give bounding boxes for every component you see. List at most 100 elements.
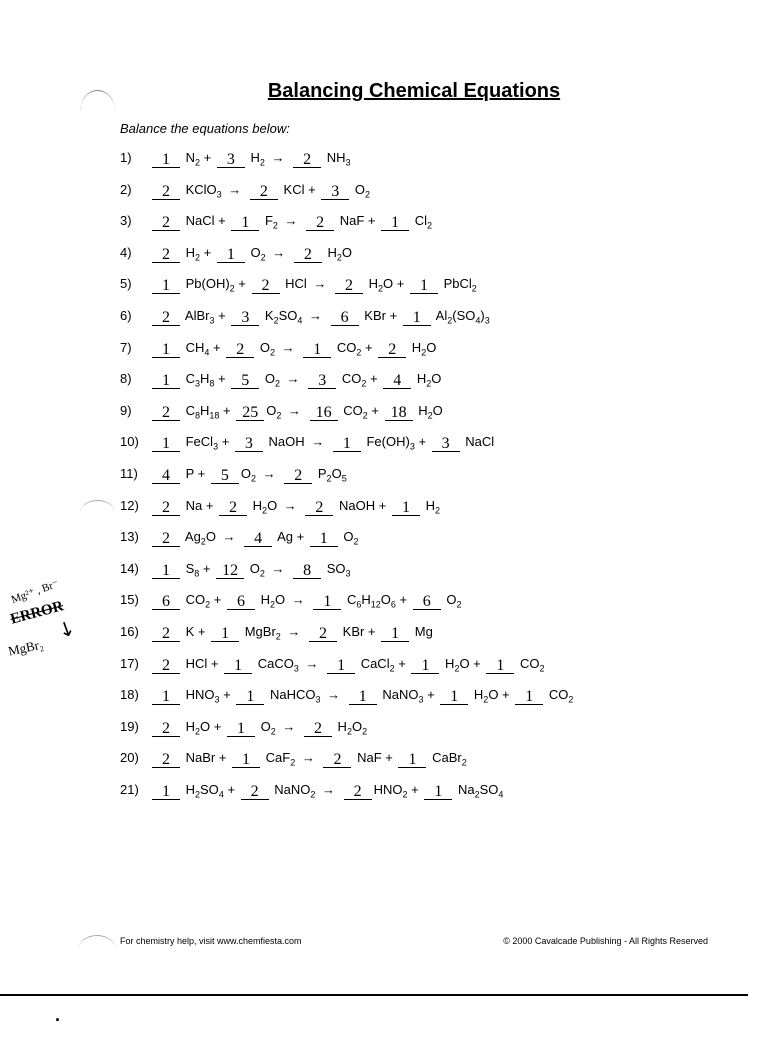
formula-text: NaF + (353, 750, 396, 765)
coefficient-blank: 1 (152, 374, 180, 389)
formula-text: CO2 (338, 371, 366, 386)
formula-text: + (415, 434, 430, 449)
formula-text: + (214, 371, 229, 386)
formula-text: H2 (249, 498, 267, 513)
coefficient-blank: 2 (306, 216, 334, 231)
reaction-arrow: → (268, 561, 288, 576)
formula-text: O6 (381, 592, 396, 607)
formula-text: + (214, 308, 229, 323)
equation-number: 19) (120, 719, 150, 734)
formula-text: Ag + (274, 529, 308, 544)
formula-text: CaCO3 (254, 656, 299, 671)
equation-number: 2) (120, 182, 150, 197)
formula-text: NaOH (265, 434, 308, 449)
formula-text: H2 (365, 276, 383, 291)
worksheet-page: Balancing Chemical Equations Balance the… (0, 0, 768, 853)
equation-line: 5)1 Pb(OH)2 + 2 HCl → 2 H2O + 1 PbCl2 (120, 276, 708, 294)
formula-text: O2 (351, 182, 370, 197)
coefficient-blank: 1 (424, 785, 452, 800)
formula-text: SO3 (323, 561, 350, 576)
reaction-arrow: → (225, 182, 245, 197)
coefficient-blank: 2 (152, 722, 180, 737)
equation-body: 2 NaCl + 1 F2 → 2 NaF + 1 Cl2 (150, 213, 432, 231)
formula-text: KCl + (280, 182, 319, 197)
equation-body: 2 KClO3 → 2 KCl + 3 O2 (150, 182, 370, 200)
formula-text: + (218, 434, 233, 449)
equation-line: 8)1 C3H8 + 5 O2 → 3 CO2 + 4 H2O (120, 371, 708, 389)
formula-text: KBr + (361, 308, 401, 323)
equation-body: 6 CO2 + 6 H2O → 1 C6H12O6 + 6 O2 (150, 592, 461, 610)
formula-text: + (200, 245, 215, 260)
formula-text: K2 (261, 308, 278, 323)
formula-text: C6 (343, 592, 361, 607)
coefficient-blank: 2 (152, 659, 180, 674)
equation-number: 10) (120, 434, 150, 449)
formula-text: + (219, 403, 234, 418)
coefficient-blank: 1 (515, 690, 543, 705)
formula-text: C8 (182, 403, 200, 418)
coefficient-blank: 2 (152, 248, 180, 263)
formula-text: NaNO2 (271, 782, 316, 797)
coefficient-blank: 2 (293, 153, 321, 168)
equation-body: 1 FeCl3 + 3 NaOH → 1 Fe(OH)3 + 3 NaCl (150, 434, 494, 452)
equation-line: 7)1 CH4 + 2 O2 → 1 CO2 + 2 H2O (120, 340, 708, 358)
coefficient-blank: 2 (152, 406, 180, 421)
formula-text: H2 (415, 403, 433, 418)
equation-line: 10)1 FeCl3 + 3 NaOH → 1 Fe(OH)3 + 3 NaCl (120, 434, 708, 452)
coefficient-blank: 4 (244, 532, 272, 547)
coefficient-blank: 1 (392, 501, 420, 516)
formula-text: + (408, 782, 423, 797)
coefficient-blank: 1 (152, 690, 180, 705)
formula-text: CO2 (340, 403, 368, 418)
equation-number: 6) (120, 308, 150, 323)
formula-text: CH4 (182, 340, 209, 355)
formula-text: + (200, 150, 215, 165)
equation-number: 13) (120, 529, 150, 544)
coefficient-blank: 4 (152, 469, 180, 484)
formula-text: O2 (352, 719, 367, 734)
equation-line: 13)2 Ag2O → 4 Ag + 1 O2 (120, 529, 708, 547)
equation-body: 1 Pb(OH)2 + 2 HCl → 2 H2O + 1 PbCl2 (150, 276, 477, 294)
equation-body: 1 H2SO4 + 2 NaNO2 → 2HNO2 + 1 Na2SO4 (150, 782, 503, 800)
equation-number: 16) (120, 624, 150, 639)
formula-text: CaBr2 (428, 750, 466, 765)
coefficient-blank: 3 (321, 185, 349, 200)
formula-text: CO2 (516, 656, 544, 671)
reaction-arrow: → (298, 750, 318, 765)
coefficient-blank: 3 (308, 374, 336, 389)
footer-left: For chemistry help, visit www.chemfiesta… (120, 936, 302, 946)
coefficient-blank: 8 (293, 564, 321, 579)
coefficient-blank: 1 (486, 659, 514, 674)
coefficient-blank: 2 (323, 753, 351, 768)
coefficient-blank: 5 (231, 374, 259, 389)
formula-text: HNO2 (374, 782, 408, 797)
instruction-text: Balance the equations below: (120, 121, 708, 136)
coefficient-blank: 2 (152, 185, 180, 200)
formula-text: O + (200, 719, 225, 734)
reaction-arrow: → (284, 498, 301, 513)
formula-text: + (423, 687, 438, 702)
formula-text: + (209, 340, 224, 355)
reaction-arrow: → (281, 213, 301, 228)
coefficient-blank: 6 (413, 595, 441, 610)
equation-number: 7) (120, 340, 150, 355)
formula-text: K + (182, 624, 209, 639)
coefficient-blank: 2 (152, 627, 180, 642)
coefficient-blank: 2 (152, 216, 180, 231)
formula-text: O + (488, 687, 513, 702)
reaction-arrow: → (302, 656, 322, 671)
formula-text: O2 (241, 466, 256, 481)
equation-body: 2 K + 1 MgBr2 → 2 KBr + 1 Mg (150, 624, 433, 642)
formula-text: H8 (200, 371, 214, 386)
coefficient-blank: 2 (305, 501, 333, 516)
reaction-arrow: → (313, 276, 330, 291)
scan-edge (0, 994, 748, 996)
coefficient-blank: 1 (217, 248, 245, 263)
formula-text: SO4 (480, 782, 504, 797)
formula-text: AlBr3 (182, 308, 214, 323)
equation-body: 2 Ag2O → 4 Ag + 1 O2 (150, 529, 359, 547)
coefficient-blank: 1 (224, 659, 252, 674)
equation-line: 15)6 CO2 + 6 H2O → 1 C6H12O6 + 6 O2 (120, 592, 708, 610)
formula-text: H12 (361, 592, 380, 607)
coefficient-blank: 2 (226, 343, 254, 358)
